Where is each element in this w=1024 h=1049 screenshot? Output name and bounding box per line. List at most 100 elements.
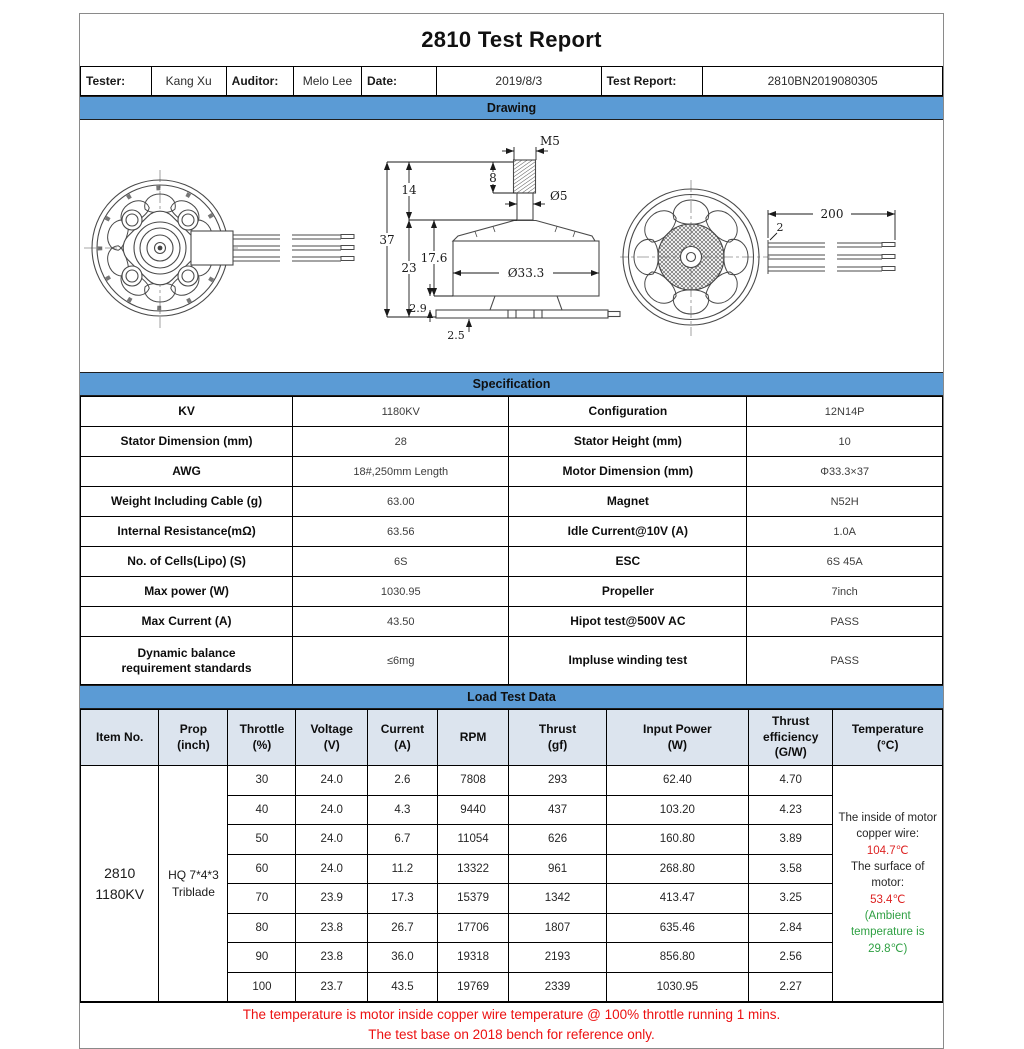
load-cell: 19318 — [436, 942, 510, 973]
spec-value: 18#,250mm Length — [292, 456, 510, 487]
table-row: Weight Including Cable (g) 63.00 Magnet … — [79, 486, 943, 517]
table-row: Internal Resistance(mΩ) 63.56 Idle Curre… — [79, 516, 943, 547]
rear-view-drawing: 200 2 — [620, 180, 896, 336]
col-header-current: Current (A) — [367, 709, 438, 766]
footer-note-line2: The test base on 2018 bench for referenc… — [368, 1027, 655, 1043]
load-cell: 23.8 — [295, 912, 369, 943]
dim-body-height: 23 — [401, 261, 416, 275]
table-row: 50 24.0 6.7 11054 626 160.80 3.89 — [81, 824, 943, 855]
spec-value: PASS — [746, 636, 943, 685]
load-cell: 626 — [508, 824, 607, 855]
load-cell: 268.80 — [605, 853, 749, 884]
spec-label: Max Current (A) — [79, 606, 294, 637]
spec-value: ≤6mg — [292, 636, 510, 685]
spec-label: Hipot test@500V AC — [508, 606, 748, 637]
temp-note-surface-value: 53.4℃ — [870, 893, 906, 906]
spec-value: 1030.95 — [292, 576, 510, 607]
col-header-prop: Prop (inch) — [158, 709, 229, 766]
load-cell: 4.3 — [367, 794, 438, 825]
load-cell: 24.0 — [295, 794, 369, 825]
info-table: Tester: Kang Xu Auditor: Melo Lee Date: … — [80, 66, 943, 96]
col-header-temperature: Temperature (°C) — [832, 709, 943, 766]
spec-label: Internal Resistance(mΩ) — [79, 516, 294, 547]
spec-label: Idle Current@10V (A) — [508, 516, 748, 547]
spec-label: KV — [79, 396, 294, 427]
auditor-value: Melo Lee — [292, 66, 362, 96]
load-cell: 24.0 — [295, 765, 369, 796]
load-cell: 43.5 — [367, 971, 438, 1002]
temperature-note-cell: The inside of motor copper wire: 104.7℃ … — [832, 765, 943, 1002]
load-cell: 30 — [227, 765, 297, 796]
col-header-thrust: Thrust (gf) — [508, 709, 607, 766]
temp-note-ambient: (Ambient temperature is 29.8℃) — [850, 909, 925, 955]
report-no-label: Test Report: — [600, 66, 704, 96]
table-row: 60 24.0 11.2 13322 961 268.80 3.58 — [81, 853, 943, 884]
spec-value: 10 — [746, 426, 943, 457]
load-cell: 293 — [508, 765, 607, 796]
spec-value: 28 — [292, 426, 510, 457]
load-cell: 2.84 — [747, 912, 834, 943]
table-row: 100 23.7 43.5 19769 2339 1030.95 2.27 — [81, 971, 943, 1002]
page-title: 2810 Test Report — [421, 27, 602, 52]
load-cell: 103.20 — [605, 794, 749, 825]
load-cell: 26.7 — [367, 912, 438, 943]
table-row: 90 23.8 36.0 19318 2193 856.80 2.56 — [81, 942, 943, 973]
load-cell: 70 — [227, 883, 297, 914]
load-cell: 50 — [227, 824, 297, 855]
load-cell: 40 — [227, 794, 297, 825]
temp-note-surface-label: The surface of motor: — [850, 861, 925, 890]
load-cell: 2193 — [508, 942, 607, 973]
dim-base-thickness: 2.5 — [447, 329, 465, 342]
spec-label: Impluse winding test — [508, 636, 748, 685]
dim-wire-length: 200 — [821, 207, 844, 221]
col-header-voltage: Voltage (V) — [295, 709, 369, 766]
spec-value: 6S — [292, 546, 510, 577]
load-cell: 4.23 — [747, 794, 834, 825]
report-no-value: 2810BN2019080305 — [702, 66, 943, 96]
table-row: Max power (W) 1030.95 Propeller 7inch — [79, 576, 943, 607]
specification-table: KV 1180KV Configuration 12N14P Stator Di… — [79, 396, 943, 685]
load-cell: 7808 — [436, 765, 510, 796]
spec-value: 63.56 — [292, 516, 510, 547]
load-cell: 23.7 — [295, 971, 369, 1002]
dim-total-height: 37 — [380, 233, 395, 247]
load-cell: 6.7 — [367, 824, 438, 855]
dim-thread-spec: M5 — [540, 134, 560, 148]
table-row: KV 1180KV Configuration 12N14P — [79, 396, 943, 427]
spec-value: Φ33.3×37 — [746, 456, 943, 487]
load-cell: 3.89 — [747, 824, 834, 855]
spec-label: Configuration — [508, 396, 748, 427]
spec-value: 1180KV — [292, 396, 510, 427]
load-cell: 437 — [508, 794, 607, 825]
load-cell: 62.40 — [605, 765, 749, 796]
report-sheet: 2810 Test Report Tester: Kang Xu Auditor… — [79, 13, 944, 1049]
spec-label: Stator Dimension (mm) — [79, 426, 294, 457]
load-cell: 15379 — [436, 883, 510, 914]
table-row: Dynamic balance requirement standards ≤6… — [79, 636, 943, 685]
spec-label: AWG — [79, 456, 294, 487]
load-cell: 23.8 — [295, 942, 369, 973]
load-cell: 23.9 — [295, 883, 369, 914]
dim-thread-length: 8 — [489, 171, 497, 185]
spec-label: Weight Including Cable (g) — [79, 486, 294, 517]
load-cell: 413.47 — [605, 883, 749, 914]
side-view-drawing: 37 14 23 17.6 8 M5 Ø5 Ø33.3 2.9 2.5 — [380, 134, 621, 342]
load-cell: 160.80 — [605, 824, 749, 855]
spec-value: PASS — [746, 606, 943, 637]
load-cell: 17.3 — [367, 883, 438, 914]
temp-note-inside-label: The inside of motor copper wire: — [838, 812, 937, 841]
spec-label: Max power (W) — [79, 576, 294, 607]
table-row: Stator Dimension (mm) 28 Stator Height (… — [79, 426, 943, 457]
spec-label: No. of Cells(Lipo) (S) — [79, 546, 294, 577]
load-cell: 100 — [227, 971, 297, 1002]
table-header-row: Item No. Prop (inch) Throttle (%) Voltag… — [79, 709, 943, 766]
dim-shaft-height: 14 — [401, 183, 417, 197]
load-cell: 36.0 — [367, 942, 438, 973]
load-cell: 9440 — [436, 794, 510, 825]
dim-shaft-diameter: Ø5 — [550, 189, 567, 203]
dim-body-diameter: Ø33.3 — [508, 266, 545, 280]
drawing-area: 37 14 23 17.6 8 M5 Ø5 Ø33.3 2.9 2.5 — [80, 120, 943, 372]
load-cell: 2339 — [508, 971, 607, 1002]
motor-wires — [233, 234, 355, 262]
date-label: Date: — [360, 66, 437, 96]
